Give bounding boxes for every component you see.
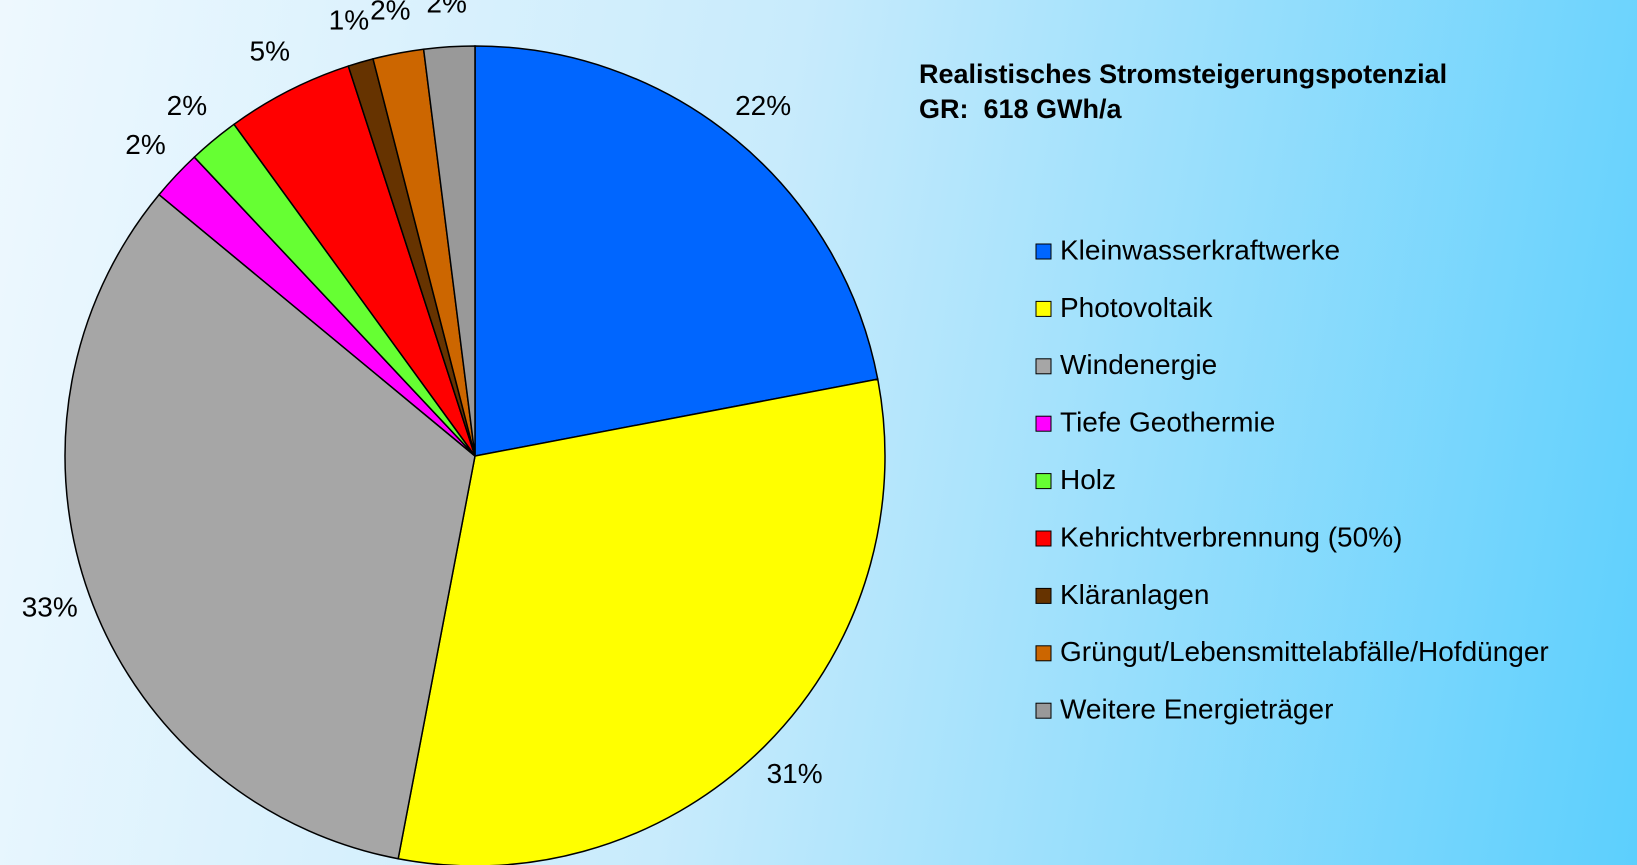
slice-label: 31%	[767, 758, 823, 789]
slice-label: 5%	[250, 36, 290, 67]
slice-label: 2%	[167, 90, 207, 121]
pie-slice	[474, 45, 879, 457]
legend-label: Photovoltaik	[1060, 292, 1214, 323]
slice-label: 33%	[22, 592, 78, 623]
pie-slice	[64, 193, 476, 860]
slice-label: 2%	[370, 0, 410, 25]
legend-swatch	[1035, 587, 1052, 604]
legend-swatch	[1035, 300, 1052, 317]
legend-label: Kläranlagen	[1060, 579, 1209, 610]
slice-label: 1%	[329, 4, 369, 35]
slice-label: 2%	[125, 129, 165, 160]
legend-swatch	[1035, 243, 1052, 260]
legend-swatch	[1035, 473, 1052, 490]
legend-swatch	[1035, 415, 1052, 432]
legend-label: Grüngut/Lebensmittelabfälle/Hofdünger	[1060, 636, 1549, 667]
pie-slice	[422, 45, 476, 457]
legend-label: Kehrichtverbrennung (50%)	[1060, 521, 1402, 552]
legend-label: Holz	[1060, 464, 1116, 495]
legend-label: Weitere Energieträger	[1060, 694, 1333, 725]
legend-label: Tiefe Geothermie	[1060, 407, 1275, 438]
legend-swatch	[1035, 645, 1052, 662]
legend-swatch	[1035, 530, 1052, 547]
slice-label: 2%	[426, 0, 466, 18]
slice-label: 22%	[735, 90, 791, 121]
legend-swatch	[1035, 702, 1052, 719]
chart-title: Realistisches Stromsteigerungspotenzial	[919, 59, 1447, 89]
legend-swatch	[1035, 358, 1052, 375]
legend-label: Windenergie	[1060, 349, 1217, 380]
legend-label: Kleinwasserkraftwerke	[1060, 234, 1340, 265]
chart-subtitle: GR: 618 GWh/a	[919, 94, 1123, 124]
